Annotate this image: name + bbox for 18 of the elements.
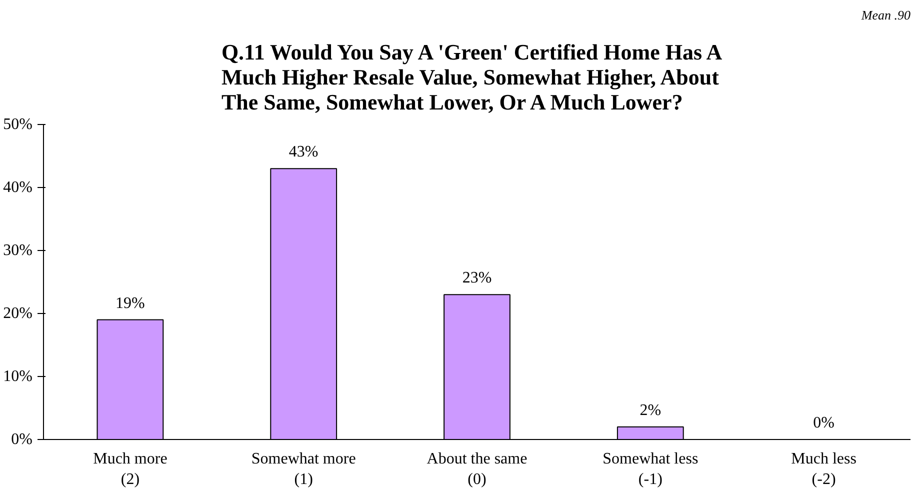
y-tick-label: 50%: [3, 116, 32, 133]
text: Mean .90: [860, 8, 911, 22]
y-tick-label: 0%: [11, 431, 32, 448]
data-label: 23%: [462, 270, 492, 287]
y-tick-label: 20%: [3, 305, 32, 322]
data-label: 19%: [116, 294, 145, 312]
chart-title: Q.11 Would You Say A 'Green' Certified Home Has A Much Higher Resale Value, Somewhat Higher, About The Same, Somewhat Lower, Or A Much Lower?: [221, 40, 722, 114]
data-label: 0%: [813, 414, 834, 432]
y-tick-label: 30%: [3, 242, 32, 259]
y-tick-label: 40%: [3, 179, 32, 196]
x-tick-label: Much less (-2): [791, 450, 856, 488]
x-tick-label: Much more (2): [93, 450, 168, 488]
x-tick-label: About the same (0): [426, 450, 528, 488]
data-label: 43%: [288, 144, 318, 161]
x-tick-label: Somewhat less (-1): [602, 450, 698, 488]
y-tick-label: 10%: [3, 368, 32, 385]
x-tick-label: Somewhat more (1): [251, 450, 356, 488]
data-label: 2%: [640, 402, 662, 419]
